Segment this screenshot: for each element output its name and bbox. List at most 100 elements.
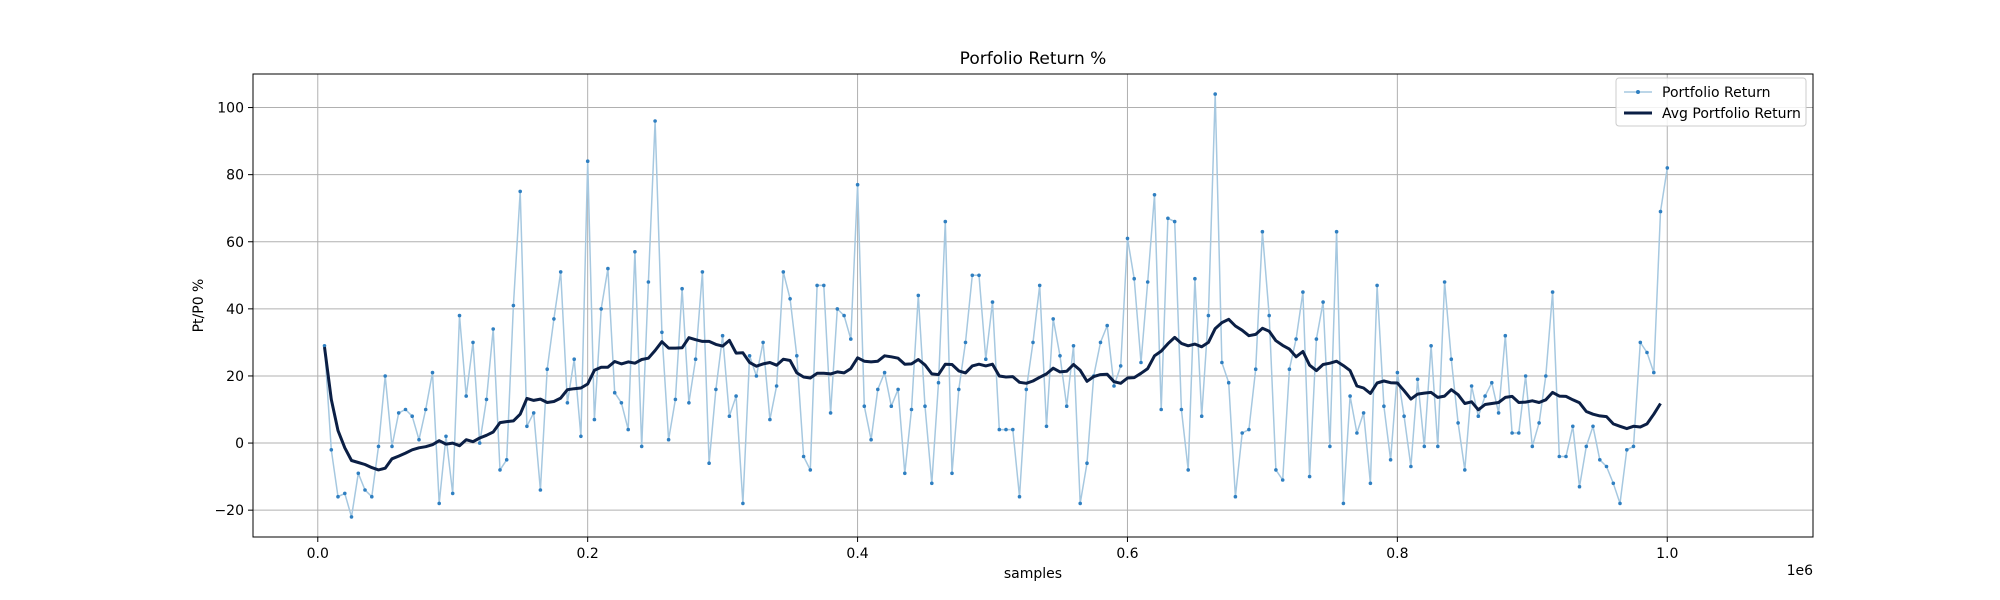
data-point-portfolio-return xyxy=(336,494,340,499)
data-point-portfolio-return xyxy=(936,380,941,385)
data-point-portfolio-return xyxy=(1172,219,1177,224)
data-point-portfolio-return xyxy=(1294,337,1298,341)
legend: Portfolio Return Avg Portfolio Return xyxy=(1615,77,1807,127)
data-point-portfolio-return xyxy=(1550,290,1555,294)
series-line-avg-portfolio-return xyxy=(323,317,1662,472)
data-point-portfolio-return xyxy=(376,444,381,449)
data-point-portfolio-return xyxy=(471,340,475,345)
data-point-portfolio-return xyxy=(390,444,394,449)
data-point-portfolio-return xyxy=(356,471,361,476)
data-point-portfolio-return xyxy=(1625,448,1629,452)
data-point-portfolio-return xyxy=(639,444,644,449)
y-tick-label: 80 xyxy=(226,168,244,184)
data-point-portfolio-return xyxy=(579,434,583,439)
data-point-portfolio-return xyxy=(1571,424,1575,429)
data-point-portfolio-return xyxy=(801,454,806,459)
data-point-portfolio-return xyxy=(1004,427,1008,432)
data-point-portfolio-return xyxy=(558,270,563,274)
data-point-portfolio-return xyxy=(1382,404,1386,409)
x-tick-label: 0.0 xyxy=(307,546,329,562)
x-tick-label: 0.6 xyxy=(1116,546,1138,562)
data-point-portfolio-return xyxy=(808,468,813,472)
data-point-portfolio-return xyxy=(1415,377,1420,382)
data-point-portfolio-return xyxy=(1631,444,1636,449)
data-point-portfolio-return xyxy=(1078,501,1082,506)
data-point-portfolio-return xyxy=(1395,370,1400,375)
data-point-portfolio-return xyxy=(1557,454,1562,459)
data-point-portfolio-return xyxy=(653,119,657,123)
data-point-portfolio-return xyxy=(1186,468,1190,472)
data-point-portfolio-return xyxy=(1037,283,1042,288)
data-point-portfolio-return xyxy=(1145,280,1150,284)
data-point-portfolio-return xyxy=(403,407,408,412)
x-axis-offset-text: 1e6 xyxy=(1787,563,1814,579)
data-point-portfolio-return xyxy=(1368,481,1373,486)
data-point-portfolio-return xyxy=(707,461,711,466)
data-point-portfolio-return xyxy=(855,182,860,187)
data-point-portfolio-return xyxy=(1503,333,1508,338)
data-point-portfolio-return xyxy=(1375,283,1379,288)
data-point-portfolio-return xyxy=(1348,394,1352,398)
data-point-portfolio-return xyxy=(727,414,732,419)
data-point-portfolio-return xyxy=(531,411,536,415)
y-tick-label: 60 xyxy=(226,235,244,251)
data-point-portfolio-return xyxy=(1618,501,1622,506)
data-point-portfolio-return xyxy=(990,300,995,304)
data-point-portfolio-return xyxy=(1301,290,1305,294)
data-point-portfolio-return xyxy=(943,219,948,224)
data-point-portfolio-return xyxy=(1429,344,1433,348)
data-point-portfolio-return xyxy=(660,330,664,335)
data-point-portfolio-return xyxy=(646,280,651,284)
data-point-portfolio-return xyxy=(1024,387,1029,392)
y-tick-label: 40 xyxy=(226,302,244,318)
data-point-portfolio-return xyxy=(1388,458,1393,462)
data-point-portfolio-return xyxy=(1206,313,1211,318)
data-point-portfolio-return xyxy=(680,286,684,291)
data-point-portfolio-return xyxy=(626,427,630,432)
data-point-portfolio-return xyxy=(396,411,401,415)
data-point-portfolio-return xyxy=(1577,484,1582,489)
data-point-portfolio-return xyxy=(457,313,462,318)
data-point-portfolio-return xyxy=(1253,367,1258,372)
data-point-portfolio-return xyxy=(1031,340,1035,345)
data-point-portfolio-return xyxy=(572,357,576,362)
data-point-portfolio-return xyxy=(693,357,698,362)
y-axis-ticks: −20 0 20 40 60 80 100 xyxy=(214,101,253,519)
data-point-portfolio-return xyxy=(903,471,907,476)
data-point-portfolio-return xyxy=(565,401,570,405)
data-point-portfolio-return xyxy=(1604,464,1609,469)
data-point-portfolio-return xyxy=(430,370,435,375)
data-point-portfolio-return xyxy=(525,424,529,429)
data-point-portfolio-return xyxy=(788,297,792,301)
data-point-portfolio-return xyxy=(511,303,516,308)
data-point-portfolio-return xyxy=(1355,431,1359,435)
data-point-portfolio-return xyxy=(1422,444,1427,449)
data-point-portfolio-return xyxy=(1598,458,1602,462)
data-point-portfolio-return xyxy=(518,189,522,194)
data-point-portfolio-return xyxy=(714,387,718,392)
data-point-portfolio-return xyxy=(484,397,489,402)
data-point-portfolio-return xyxy=(822,283,826,288)
data-point-portfolio-return xyxy=(815,283,819,288)
data-point-portfolio-return xyxy=(1152,193,1157,197)
data-point-portfolio-return xyxy=(1523,374,1528,378)
data-point-portfolio-return xyxy=(464,394,469,398)
data-point-portfolio-return xyxy=(1064,404,1069,409)
data-point-portfolio-return xyxy=(1085,461,1089,466)
data-point-portfolio-return xyxy=(1530,444,1535,449)
data-point-portfolio-return xyxy=(477,441,482,445)
y-tick-label: 20 xyxy=(226,369,244,385)
data-point-portfolio-return xyxy=(754,374,759,378)
data-point-portfolio-return xyxy=(410,414,415,419)
data-point-portfolio-return xyxy=(923,404,927,409)
data-point-portfolio-return xyxy=(599,307,603,311)
data-point-portfolio-return xyxy=(1456,421,1460,425)
data-point-portfolio-return xyxy=(1051,317,1055,321)
data-point-portfolio-return xyxy=(1179,407,1184,412)
data-point-portfolio-return xyxy=(666,437,671,442)
data-point-portfolio-return xyxy=(1247,427,1251,432)
data-point-portfolio-return xyxy=(450,491,455,496)
data-point-portfolio-return xyxy=(1125,236,1130,241)
data-point-portfolio-return xyxy=(768,417,772,422)
x-axis-ticks: 0.0 0.2 0.4 0.6 0.8 1.0 xyxy=(307,537,1678,562)
